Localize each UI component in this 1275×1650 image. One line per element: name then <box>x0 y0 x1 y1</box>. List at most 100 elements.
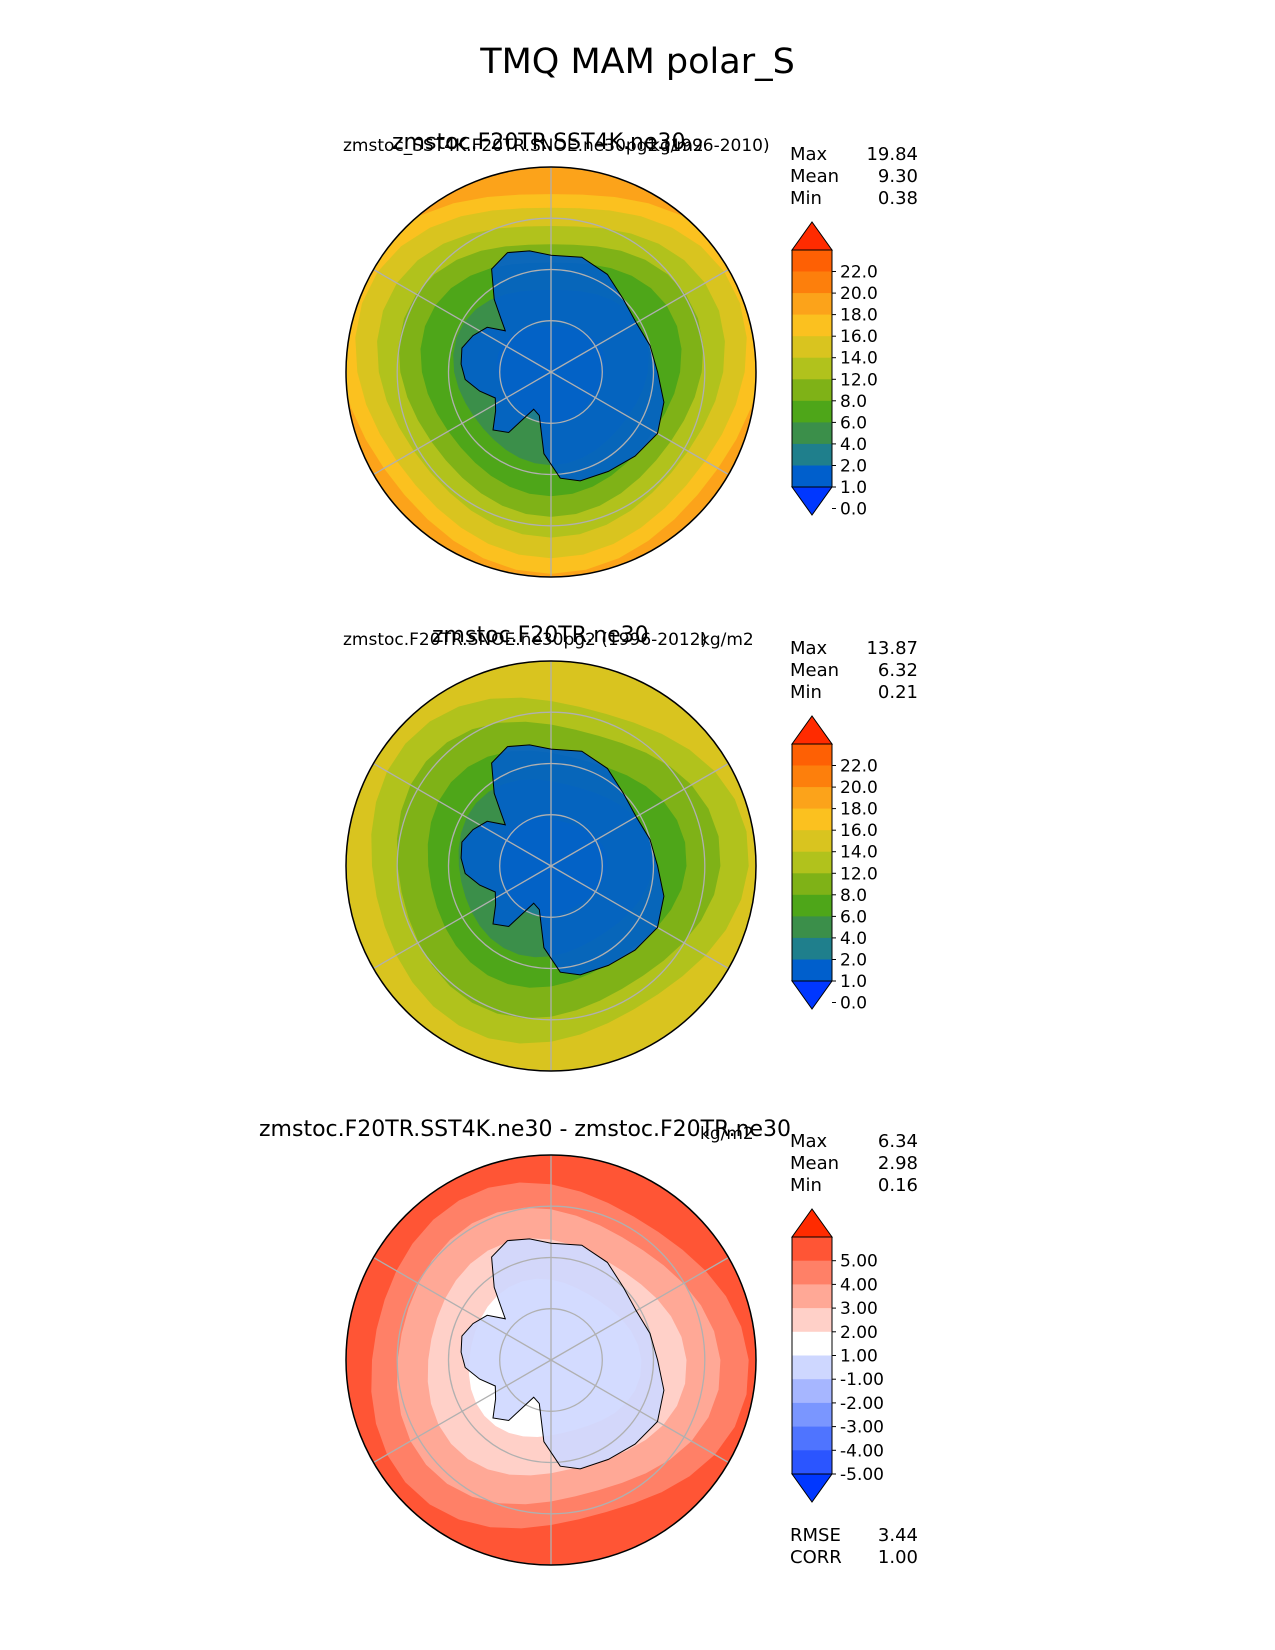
colorbar-1: 22.020.018.016.014.012.08.06.04.02.01.00… <box>791 221 878 520</box>
meridian-1-6 <box>550 268 729 373</box>
figure-title: TMQ MAM polar_S <box>480 42 795 82</box>
colorbar-tick-label-2-12: 0.0 <box>840 994 867 1014</box>
colorbar-tick-label-1-7: 8.0 <box>840 392 867 412</box>
meridian-2-6 <box>550 762 729 867</box>
colorbar-tick-label-1-11: 1.0 <box>840 478 867 498</box>
colorbar-segment-2-5 <box>792 830 832 853</box>
colorbar-tick-label-2-1: 22.0 <box>840 757 878 777</box>
colorbar-segment-2-2 <box>792 765 832 788</box>
colorbar-segment-3-10 <box>792 1450 832 1475</box>
colorbar-tick-label-1-12: 0.0 <box>840 500 867 520</box>
colorbar-extend-min-1 <box>791 486 833 516</box>
colorbar-frame-2 <box>791 743 833 982</box>
colorbar-tick-label-1-10: 2.0 <box>840 457 867 477</box>
colorbar-segment-1-7 <box>792 379 832 402</box>
meridian-2-2 <box>373 762 552 867</box>
map-field-2 <box>346 661 756 1071</box>
meridian-1-2 <box>373 268 552 373</box>
map-frame-3 <box>345 1154 757 1566</box>
colorbar-segment-2-10 <box>792 937 832 960</box>
colorbar-extend-max-1 <box>791 221 833 251</box>
panel3-max-label: Max <box>790 1131 828 1152</box>
panel3-rmse-value: 3.44 <box>877 1525 918 1546</box>
panel1-units: kg/m2 <box>650 136 704 156</box>
panel3-mean-value: 2.98 <box>877 1153 918 1174</box>
colorbar-segment-2-1 <box>792 744 832 767</box>
colorbar-tick-label-3-1: 5.00 <box>840 1252 878 1272</box>
panel2-min-value: 0.21 <box>877 682 918 703</box>
colorbar-tick-label-1-9: 4.0 <box>840 435 867 455</box>
colorbar-tick-label-3-3: 3.00 <box>840 1299 878 1319</box>
panel1-min-value: 0.38 <box>877 188 918 209</box>
colorbar-segment-2-11 <box>792 959 832 982</box>
panel1-subtitle: zmstoc_SST4K.F20TR.SNOE.ne30pg2 (1996-20… <box>343 136 770 156</box>
colorbar-segment-1-1 <box>792 250 832 273</box>
map-panel-1 <box>345 166 757 578</box>
panel1-min-label: Min <box>790 188 822 209</box>
panel3-rmse-label: RMSE <box>790 1525 841 1546</box>
colorbar-segment-1-11 <box>792 465 832 488</box>
panel3-mean-label: Mean <box>790 1153 840 1174</box>
colorbar-segment-3-4 <box>792 1308 832 1333</box>
panel3-min-value: 0.16 <box>877 1175 918 1196</box>
colorbar-segment-1-4 <box>792 314 832 337</box>
colorbar-tick-label-1-2: 20.0 <box>840 284 878 304</box>
map-frame-2 <box>345 660 757 1072</box>
panel3-min-label: Min <box>790 1175 822 1196</box>
colorbar-segment-2-7 <box>792 873 832 896</box>
colorbar-tick-label-3-2: 4.00 <box>840 1275 878 1295</box>
coastline-1 <box>460 250 665 482</box>
colorbar-tick-label-3-9: -4.00 <box>840 1441 884 1461</box>
colorbar-frame-1 <box>791 249 833 488</box>
colorbar-tick-label-1-6: 12.0 <box>840 370 878 390</box>
colorbar-segment-3-2 <box>792 1260 832 1285</box>
colorbar-tick-label-2-2: 20.0 <box>840 778 878 798</box>
colorbar-tick-label-3-6: -1.00 <box>840 1370 884 1390</box>
panel2-mean-value: 6.32 <box>877 660 918 681</box>
colorbar-segment-1-8 <box>792 400 832 423</box>
colorbar-segment-3-9 <box>792 1426 832 1451</box>
colorbar-tick-label-1-8: 6.0 <box>840 413 867 433</box>
colorbar-tick-label-3-7: -2.00 <box>840 1394 884 1414</box>
colorbar-segment-3-3 <box>792 1284 832 1309</box>
colorbar-tick-label-2-11: 1.0 <box>840 972 867 992</box>
colorbar-extend-min-3 <box>791 1473 833 1503</box>
colorbar-tick-label-1-1: 22.0 <box>840 263 878 283</box>
panel1-max-label: Max <box>790 144 828 165</box>
map-field-1 <box>346 167 756 577</box>
colorbar-tick-label-2-4: 16.0 <box>840 821 878 841</box>
panel1-mean-value: 9.30 <box>877 166 918 187</box>
meridian-2-3 <box>373 865 552 970</box>
panel1-max-value: 19.84 <box>866 144 918 165</box>
colorbar-segment-2-4 <box>792 808 832 831</box>
map-frame-1 <box>345 166 757 578</box>
meridian-1-3 <box>373 371 552 476</box>
colorbar-segment-1-9 <box>792 422 832 445</box>
colorbar-segment-1-5 <box>792 336 832 359</box>
colorbar-tick-label-1-5: 14.0 <box>840 349 878 369</box>
colorbar-segment-3-7 <box>792 1379 832 1404</box>
meridian-3-3 <box>373 1359 552 1464</box>
panel2-max-label: Max <box>790 638 828 659</box>
coastline-2 <box>460 744 665 976</box>
colorbar-segment-1-3 <box>792 293 832 316</box>
colorbar-tick-label-1-4: 16.0 <box>840 327 878 347</box>
meridian-3-2 <box>373 1256 552 1361</box>
colorbar-tick-label-2-3: 18.0 <box>840 800 878 820</box>
colorbar-segment-2-9 <box>792 916 832 939</box>
colorbar-segment-1-10 <box>792 443 832 466</box>
colorbar-segment-2-3 <box>792 787 832 810</box>
map-panel-3 <box>345 1154 757 1566</box>
panel2-subtitle: zmstoc.F20TR.SNOE.ne30pg2 (1996-2012) <box>343 630 708 650</box>
panel2-mean-label: Mean <box>790 660 840 681</box>
coastline-3 <box>460 1238 665 1470</box>
panel3-title: zmstoc.F20TR.SST4K.ne30 - zmstoc.F20TR.n… <box>259 1117 792 1142</box>
colorbar-tick-label-2-7: 8.0 <box>840 886 867 906</box>
meridian-3-6 <box>550 1256 729 1361</box>
colorbar-tick-label-2-5: 14.0 <box>840 843 878 863</box>
colorbar-segment-3-6 <box>792 1355 832 1380</box>
colorbar-extend-max-3 <box>791 1208 833 1238</box>
colorbar-extend-min-2 <box>791 980 833 1010</box>
meridian-2-5 <box>550 865 729 970</box>
